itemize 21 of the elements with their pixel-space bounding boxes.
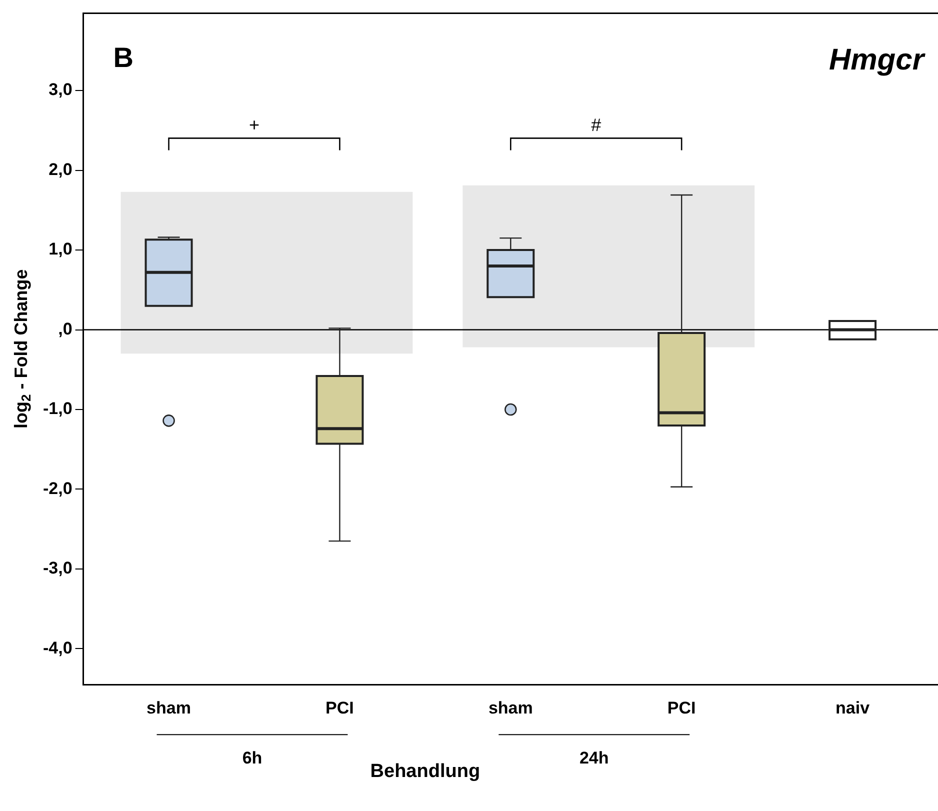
y-tick-label: -2,0	[42, 478, 72, 498]
x-tick-label: PCI	[326, 698, 354, 718]
y-tick-label: -3,0	[42, 558, 72, 578]
y-tick-label: 3,0	[48, 80, 72, 100]
text: 6h	[242, 748, 262, 768]
y-tick-label: ,0	[58, 319, 72, 338]
x-tick-label: PCI	[667, 698, 696, 718]
y-axis-title: log2 - Fold Change	[10, 269, 34, 429]
y-tick-label: 1,0	[48, 240, 72, 259]
annotation: #	[591, 115, 602, 136]
y-tick-label: 2,0	[48, 160, 72, 179]
y-tick-label: -4,0	[42, 638, 72, 658]
annotation: B	[113, 42, 134, 73]
annotation: +	[248, 115, 260, 136]
x-tick-label: sham	[146, 698, 191, 718]
x-tick-label: naiv	[836, 698, 870, 718]
x-tick-label: sham	[488, 698, 533, 718]
x-axis-title: Behandlung	[370, 760, 480, 782]
text: 24h	[579, 748, 609, 768]
y-tick-label: -1,0	[42, 399, 72, 418]
text: Hmgcr	[828, 43, 926, 76]
